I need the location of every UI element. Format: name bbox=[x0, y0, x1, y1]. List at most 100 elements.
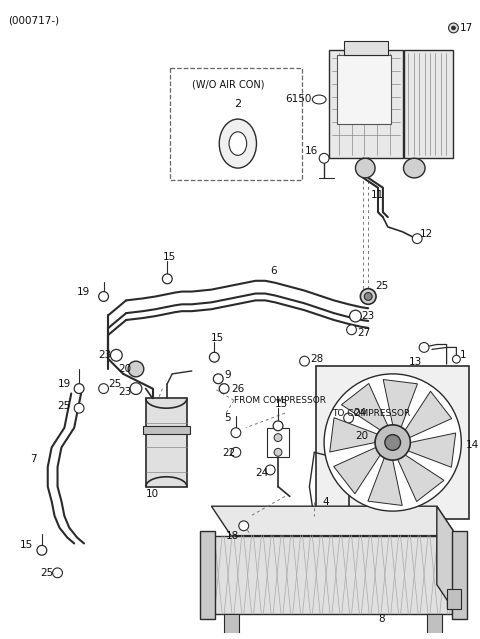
Text: 25: 25 bbox=[40, 568, 53, 578]
Circle shape bbox=[349, 310, 361, 322]
Circle shape bbox=[364, 293, 372, 300]
Text: 25: 25 bbox=[108, 379, 122, 389]
Text: 11: 11 bbox=[371, 190, 384, 199]
Circle shape bbox=[265, 465, 275, 475]
Text: 24: 24 bbox=[353, 408, 367, 418]
Text: 15: 15 bbox=[162, 252, 176, 262]
Polygon shape bbox=[334, 447, 380, 494]
Text: 27: 27 bbox=[358, 328, 371, 338]
Polygon shape bbox=[437, 506, 456, 614]
Bar bbox=[200, 531, 216, 619]
Circle shape bbox=[219, 383, 229, 394]
Text: 2: 2 bbox=[234, 100, 241, 109]
Text: 19: 19 bbox=[58, 379, 71, 389]
Circle shape bbox=[74, 403, 84, 413]
Text: (W/O AIR CON): (W/O AIR CON) bbox=[192, 80, 264, 90]
Polygon shape bbox=[330, 418, 377, 452]
Circle shape bbox=[453, 355, 460, 363]
Circle shape bbox=[273, 421, 283, 431]
Text: 18: 18 bbox=[226, 530, 240, 541]
Circle shape bbox=[324, 374, 461, 511]
Polygon shape bbox=[405, 391, 452, 438]
Polygon shape bbox=[341, 383, 388, 430]
Circle shape bbox=[452, 26, 456, 30]
Bar bbox=[146, 398, 187, 486]
Circle shape bbox=[360, 289, 376, 304]
Text: 8: 8 bbox=[378, 614, 384, 624]
Circle shape bbox=[385, 435, 400, 450]
Bar bbox=[215, 535, 452, 614]
Text: 23: 23 bbox=[361, 311, 374, 321]
Text: 20: 20 bbox=[118, 364, 132, 374]
Bar bbox=[427, 614, 442, 634]
Text: 25: 25 bbox=[58, 401, 71, 412]
Text: 23: 23 bbox=[118, 387, 132, 397]
Circle shape bbox=[74, 383, 84, 394]
FancyBboxPatch shape bbox=[170, 68, 301, 180]
Circle shape bbox=[162, 274, 172, 284]
Circle shape bbox=[110, 350, 122, 361]
Text: 17: 17 bbox=[459, 23, 473, 33]
Text: 13: 13 bbox=[408, 357, 421, 367]
Ellipse shape bbox=[229, 132, 247, 155]
Text: 4: 4 bbox=[322, 497, 329, 507]
Circle shape bbox=[53, 568, 62, 578]
Text: 28: 28 bbox=[311, 354, 324, 364]
Bar bbox=[224, 614, 239, 634]
Text: 6: 6 bbox=[270, 266, 277, 276]
Bar bbox=[405, 50, 454, 158]
Text: 20: 20 bbox=[356, 431, 369, 441]
Bar bbox=[344, 41, 388, 56]
Text: 24: 24 bbox=[255, 468, 269, 478]
Text: 12: 12 bbox=[420, 229, 433, 239]
Ellipse shape bbox=[356, 158, 375, 178]
Circle shape bbox=[344, 413, 353, 423]
Circle shape bbox=[37, 546, 47, 555]
Bar bbox=[143, 426, 190, 434]
Bar bbox=[337, 56, 391, 124]
Circle shape bbox=[99, 291, 108, 302]
Text: 26: 26 bbox=[231, 383, 244, 394]
Text: 15: 15 bbox=[20, 541, 34, 550]
Polygon shape bbox=[397, 455, 444, 502]
Text: 25: 25 bbox=[375, 281, 388, 291]
Circle shape bbox=[342, 431, 356, 445]
Bar bbox=[446, 590, 461, 609]
Polygon shape bbox=[408, 433, 456, 467]
Text: 7: 7 bbox=[30, 454, 37, 464]
Text: (000717-): (000717-) bbox=[9, 15, 60, 25]
Text: 23: 23 bbox=[99, 350, 112, 360]
Bar bbox=[329, 50, 403, 158]
Circle shape bbox=[213, 374, 223, 383]
Text: 19: 19 bbox=[77, 286, 90, 296]
Circle shape bbox=[128, 361, 144, 377]
Circle shape bbox=[274, 434, 282, 442]
Text: FROM COMPRESSOR: FROM COMPRESSOR bbox=[234, 396, 326, 405]
Bar bbox=[452, 531, 467, 619]
Ellipse shape bbox=[404, 158, 425, 178]
Text: 22: 22 bbox=[222, 449, 235, 458]
Circle shape bbox=[319, 153, 329, 163]
Text: 9: 9 bbox=[224, 370, 231, 380]
Ellipse shape bbox=[219, 119, 256, 168]
Bar bbox=[267, 427, 289, 457]
Text: 10: 10 bbox=[146, 489, 159, 500]
Circle shape bbox=[239, 521, 249, 531]
Bar bbox=[316, 366, 469, 519]
Circle shape bbox=[130, 383, 142, 394]
Circle shape bbox=[300, 357, 310, 366]
Circle shape bbox=[231, 427, 241, 438]
Circle shape bbox=[231, 447, 241, 457]
Text: 16: 16 bbox=[304, 146, 318, 157]
Polygon shape bbox=[383, 380, 418, 427]
Circle shape bbox=[375, 425, 410, 460]
Circle shape bbox=[209, 352, 219, 362]
Text: 14: 14 bbox=[466, 440, 480, 450]
Ellipse shape bbox=[312, 95, 326, 104]
Circle shape bbox=[347, 325, 357, 335]
Polygon shape bbox=[211, 506, 456, 535]
Text: 15: 15 bbox=[210, 333, 224, 343]
Text: TO COMPRESSOR: TO COMPRESSOR bbox=[332, 408, 410, 418]
Text: 5: 5 bbox=[224, 413, 231, 423]
Text: 15: 15 bbox=[275, 399, 288, 409]
